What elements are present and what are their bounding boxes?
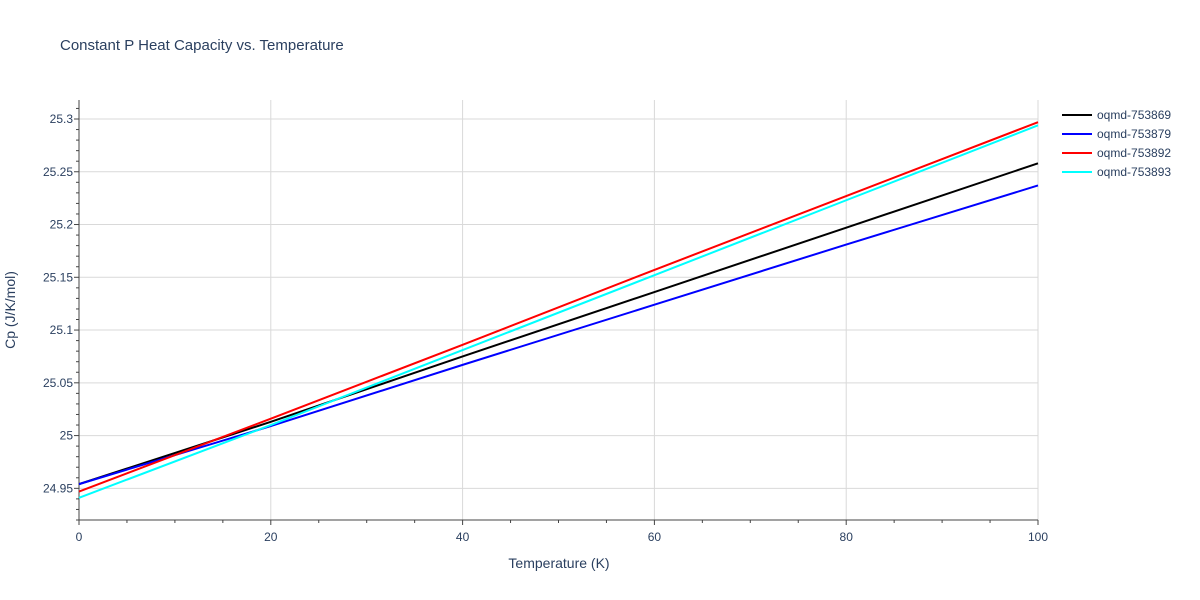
series-line-oqmd-753869 [78, 162, 1039, 486]
x-tick-label: 40 [456, 530, 470, 544]
y-tick-label: 25 [60, 429, 74, 443]
y-tick-label: 25.1 [50, 323, 74, 337]
x-tick-label: 100 [1028, 530, 1048, 544]
grid [79, 100, 1039, 520]
x-tick-label: 0 [76, 530, 83, 544]
series-line-oqmd-753893 [78, 124, 1039, 499]
plot-area [78, 121, 1039, 499]
y-tick-label: 25.05 [43, 376, 73, 390]
y-axis-title: Cp (J/K/mol) [2, 271, 18, 349]
series-line-oqmd-753892 [78, 121, 1039, 493]
legend-label: oqmd-753892 [1097, 146, 1171, 160]
y-tick-label: 25.2 [50, 218, 74, 232]
y-tick-label: 24.95 [43, 481, 73, 495]
axes: 0 20 40 60 80 100 24.95 25 25.05 25.1 25.15 25.2 25.… [43, 100, 1048, 544]
x-tick-label: 80 [840, 530, 854, 544]
legend-label: oqmd-753893 [1097, 165, 1171, 179]
chart-title: Constant P Heat Capacity vs. Temperature [60, 37, 344, 54]
legend-label: oqmd-753879 [1097, 127, 1171, 141]
y-tick-label: 25.15 [43, 270, 73, 284]
y-tick-label: 25.3 [50, 112, 74, 126]
x-tick-label: 60 [648, 530, 662, 544]
legend-label: oqmd-753869 [1097, 108, 1171, 122]
y-tick-label: 25.25 [43, 165, 73, 179]
x-axis-title: Temperature (K) [508, 555, 609, 571]
x-tick-label: 20 [264, 530, 278, 544]
legend: oqmd-753869 oqmd-753879 oqmd-753892 oqmd-75… [1062, 108, 1171, 179]
series-line-oqmd-753879 [78, 184, 1039, 486]
